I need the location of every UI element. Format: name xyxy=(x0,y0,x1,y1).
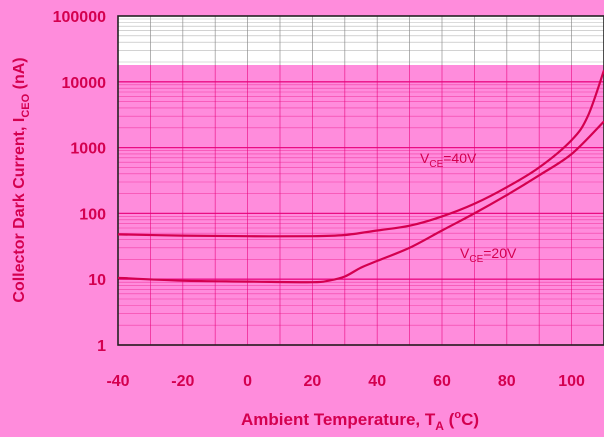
y-axis-ticks: 1 10 100 1000 10000 100000 xyxy=(53,9,106,355)
x-tick-label: -40 xyxy=(106,373,129,390)
grid xyxy=(117,16,604,346)
x-tick-label: 60 xyxy=(433,373,451,390)
plot-border xyxy=(117,15,604,346)
x-axis-label: Ambient Temperature, TA (oC) xyxy=(241,409,479,433)
y-axis-label: Collector Dark Current, ICEO (nA) xyxy=(11,57,32,302)
x-tick-label: -20 xyxy=(171,373,194,390)
x-tick-label: 20 xyxy=(304,373,322,390)
y-tick-label: 10000 xyxy=(62,75,107,92)
y-tick-label: 1 xyxy=(97,338,106,355)
x-tick-label: 40 xyxy=(368,373,386,390)
series-labels: VCE=40V VCE=20V xyxy=(420,150,517,265)
y-tick-label: 10 xyxy=(88,272,106,289)
pink-band xyxy=(118,65,604,346)
y-tick-label: 1000 xyxy=(70,141,106,158)
series-line-vce-20v xyxy=(117,120,604,284)
series-lines xyxy=(117,69,604,284)
x-tick-label: 80 xyxy=(498,373,516,390)
white-band xyxy=(118,16,604,66)
x-tick-label: 100 xyxy=(558,373,585,390)
series-line-vce-40v xyxy=(117,69,604,238)
y-tick-label: 100 xyxy=(79,206,106,223)
x-axis-ticks: -40 -20 0 20 40 60 80 100 xyxy=(106,373,585,390)
x-tick-label: 0 xyxy=(243,373,252,390)
series-label-vce-40v: VCE=40V xyxy=(420,150,477,170)
series-label-vce-20v: VCE=20V xyxy=(460,245,517,265)
y-tick-label: 100000 xyxy=(53,9,106,26)
plot-frame xyxy=(117,15,604,346)
